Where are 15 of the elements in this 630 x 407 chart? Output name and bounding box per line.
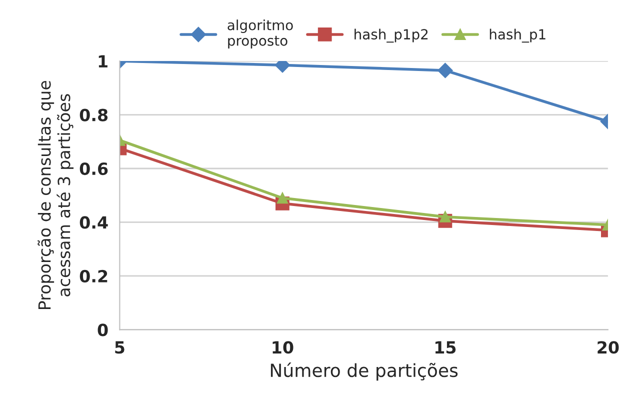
y-tick-label: 0.4 [80, 216, 108, 229]
y-tick-label: 1 [98, 55, 108, 68]
y-tick-label: 0.2 [80, 270, 108, 283]
legend-label: algoritmo proposto [228, 20, 293, 49]
y-tick-label: 0.6 [80, 162, 108, 176]
x-axis-title: Número de partições [270, 362, 458, 381]
x-tick-label: 10 [272, 341, 294, 354]
y-axis-title: Proporção de consultas que acessam até 3 partições [38, 80, 74, 310]
x-tick-label: 5 [115, 341, 124, 354]
y-tick-label: 0.8 [80, 108, 108, 122]
x-tick-label: 20 [598, 341, 619, 354]
legend-label: hash_p1 [490, 28, 546, 43]
y-tick-label: 0 [98, 324, 108, 336]
legend-label: hash_p1p2 [354, 28, 428, 43]
x-tick-label: 15 [435, 341, 456, 354]
